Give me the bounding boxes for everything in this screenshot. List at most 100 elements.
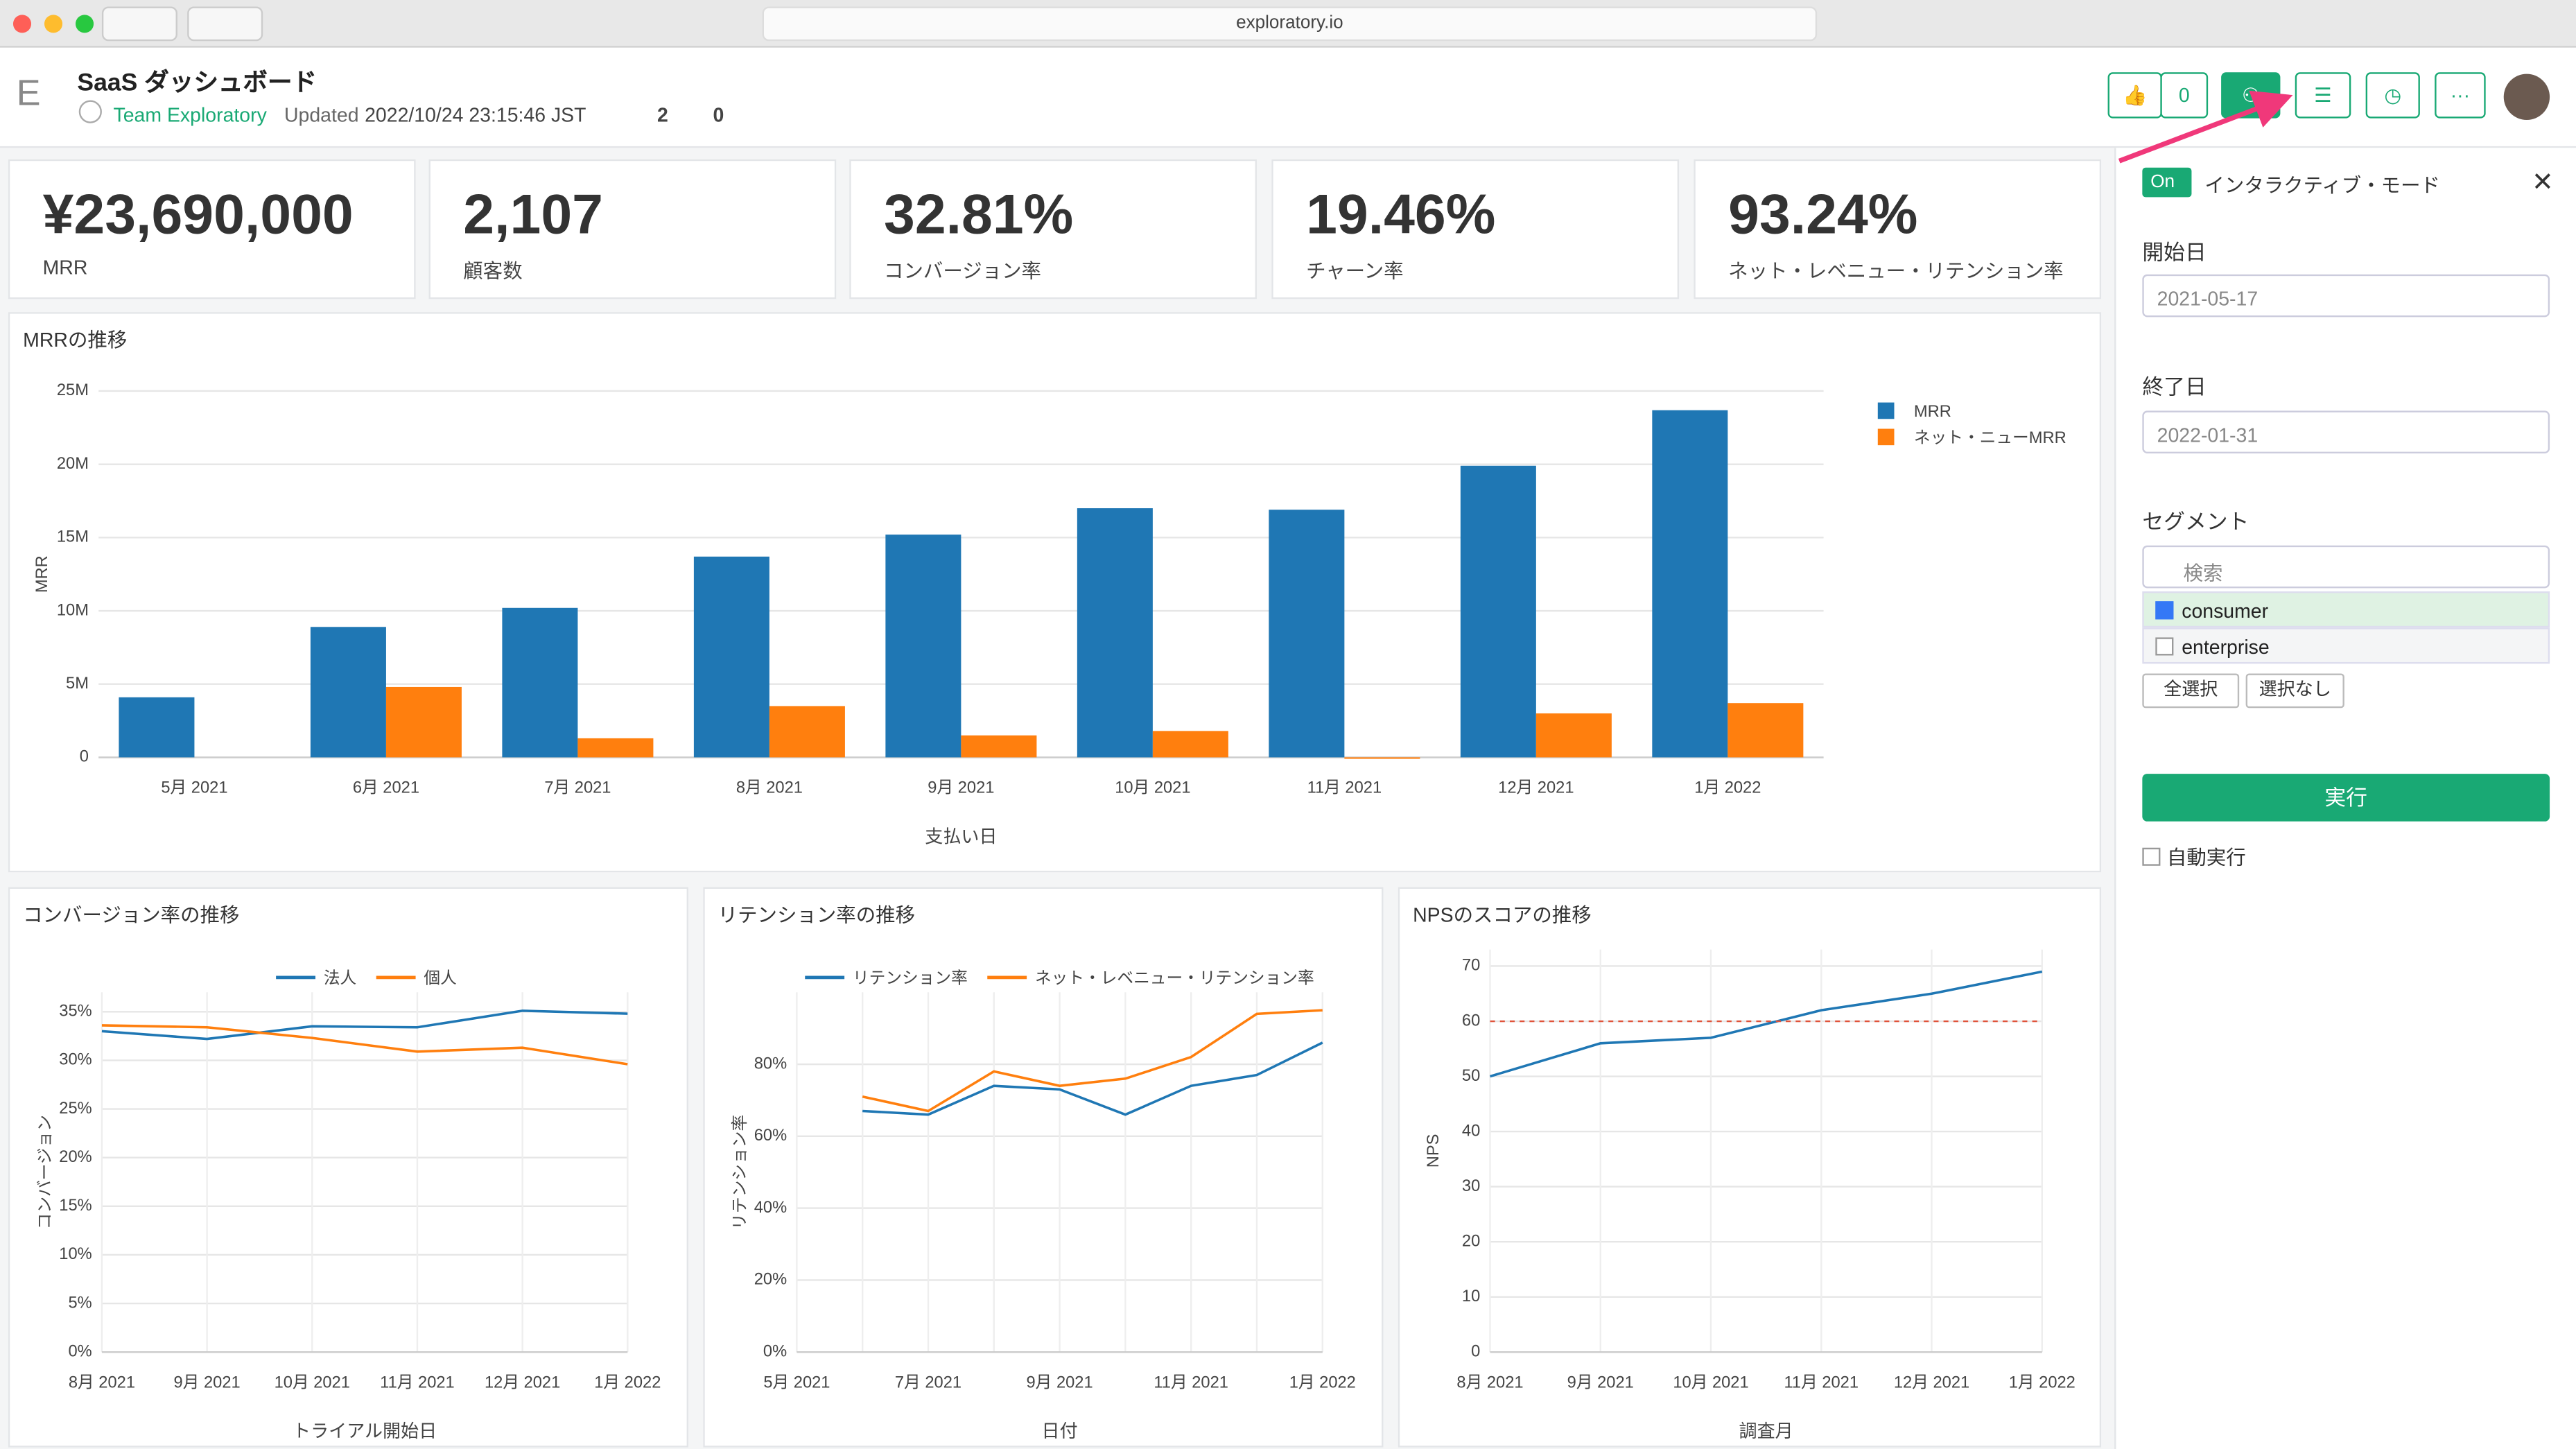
start-label: 開始日 [2142,239,2207,265]
legend-label: 個人 [424,969,456,988]
y-tick-label: 15% [59,1197,92,1215]
auto-checkbox[interactable] [2142,847,2161,866]
run-button[interactable]: 実行 [2142,774,2550,822]
y-tick-label: 40 [1462,1122,1480,1140]
y-tick-label: 10M [57,601,89,619]
search-input[interactable]: 検索 [2142,545,2550,589]
x-tick-label: 5月 2021 [161,779,227,797]
y-tick-label: 5M [66,675,89,693]
bar [885,535,961,758]
sidebar-button[interactable] [187,6,263,42]
y-axis-label: NPS [1425,1134,1443,1168]
y-tick-label: 0% [68,1342,92,1360]
kpi-value: 19.46% [1306,184,1496,247]
bar [693,556,769,758]
select-none[interactable]: 選択なし [2245,673,2344,709]
bar [1535,713,1612,758]
min-dot[interactable] [44,15,63,33]
nav-buttons[interactable] [101,6,177,42]
max-dot[interactable] [76,15,94,33]
legend-swatch [1877,428,1895,446]
x-tick-label: 10月 2021 [1115,779,1190,797]
schedule-button[interactable]: ◷ [2365,72,2420,119]
y-tick-label: 25% [59,1100,92,1118]
toggle-label: On [2150,172,2175,193]
kpi-label: 顧客数 [463,259,523,283]
param-button[interactable]: ☰ [2295,72,2351,119]
x-tick-label: 9月 2021 [1567,1373,1634,1391]
start-input[interactable]: 2021-05-17 [2142,274,2550,318]
start-value: 2021-05-17 [2157,287,2259,311]
updated-label: Updated [284,103,359,127]
kpi-card: 2,107 顧客数 [428,159,837,300]
y-tick-label: 60% [754,1127,787,1145]
x-tick-label: 1月 2022 [594,1373,661,1391]
kpi-card: 19.46% チャーン率 [1271,159,1680,300]
legend-label: 法人 [324,969,356,988]
chart-card: MRRの推移 [8,312,2102,873]
bar [769,706,845,758]
kpi-label: MRR [42,256,88,279]
y-tick-label: 35% [59,1003,92,1021]
y-axis-label: コンバージョン [37,1115,55,1229]
option[interactable]: consumer [2142,591,2550,628]
y-tick-label: 20M [57,455,89,473]
x-tick-label: 8月 2021 [736,779,803,797]
toggle[interactable]: On [2142,167,2192,198]
x-tick-label: 5月 2021 [763,1373,830,1391]
auto-label: 自動実行 [2166,846,2246,869]
bar [1344,757,1420,759]
team[interactable]: Team Exploratory [113,103,267,127]
bar [1728,703,1804,758]
x-tick-label: 7月 2021 [895,1373,961,1391]
title: SaaS ダッシュボード [77,69,317,97]
bar [385,686,462,758]
x-tick-label: 12月 2021 [1894,1373,1969,1391]
y-tick-label: 20% [59,1148,92,1166]
more-button[interactable]: ··· [2435,72,2486,119]
y-tick-label: 30% [59,1051,92,1069]
close-button[interactable]: ✕ [2532,169,2554,198]
y-tick-label: 15M [57,528,89,546]
x-tick-label: 11月 2021 [1784,1373,1859,1391]
x-tick-label: 11月 2021 [1307,779,1382,797]
like-button[interactable]: 👍 [2107,72,2162,119]
end-label: 終了日 [2142,374,2207,399]
kpi-value: ¥23,690,000 [42,184,354,247]
bar [577,738,654,758]
x-axis-label: 日付 [1042,1421,1078,1441]
kpi-value: 2,107 [463,184,603,247]
end-input[interactable]: 2022-01-31 [2142,410,2550,454]
chart-title: MRRの推移 [23,328,128,352]
avatar[interactable] [2503,73,2550,120]
x-tick-label: 9月 2021 [928,779,994,797]
like-count: 0 [2160,72,2209,119]
views: 2 [656,103,668,127]
chart-card: コンバージョン率の推移 [8,887,688,1448]
url-bar[interactable]: exploratory.io [762,6,1818,42]
likes: 0 [2178,83,2190,107]
end-value: 2022-01-31 [2157,424,2259,447]
kpi-card: ¥23,690,000 MRR [8,159,416,300]
chart-title: コンバージョン率の推移 [23,903,240,927]
x-tick-label: 11月 2021 [380,1373,455,1391]
select-all[interactable]: 全選択 [2142,673,2240,709]
close-dot[interactable] [12,15,32,33]
chart-title: リテンション率の推移 [717,903,916,927]
x-tick-label: 10月 2021 [1673,1373,1748,1391]
option[interactable]: enterprise [2142,627,2550,664]
segment-label: セグメント [2142,509,2249,535]
x-tick-label: 6月 2021 [353,779,419,797]
y-tick-label: 0 [1471,1342,1480,1360]
y-tick-label: 25M [57,381,89,399]
y-tick-label: 20 [1462,1232,1480,1250]
mode: インタラクティブ・モード [2204,174,2440,198]
bar [1269,510,1345,758]
legend-swatch [1877,402,1895,419]
option-label: enterprise [2182,636,2270,659]
bar [502,607,578,758]
legend-label: リテンション率 [853,969,968,988]
x-tick-label: 9月 2021 [174,1373,241,1391]
